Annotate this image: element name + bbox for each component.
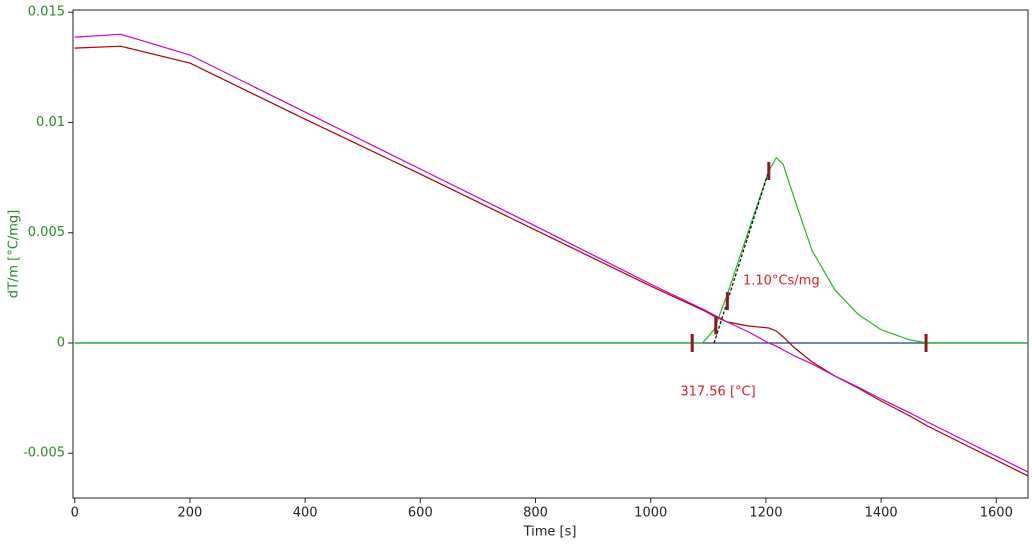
tangent-line [713,170,770,344]
event-marker [725,292,729,311]
x-tick-label: 800 [523,506,548,521]
y-tick-label: 0.015 [28,5,65,20]
x-tick-label: 1200 [749,506,782,521]
x-tick-label: 1400 [865,506,898,521]
y-axis-label: dT/m [°C/mg] [7,210,22,298]
plot-frame [72,9,1029,499]
y-tick-label: 0.005 [28,225,65,240]
x-tick-label: 1600 [980,506,1013,521]
x-tick-label: 400 [293,506,318,521]
event-marker [767,161,771,180]
annotation: 1.10°Cs/mg [743,274,820,289]
event-marker [690,333,694,352]
annotation: 317.56 [°C] [680,385,755,400]
x-axis-label: Time [s] [523,525,577,540]
series-line [74,33,1029,473]
series-line [74,45,1029,477]
y-tick-label: -0.005 [23,446,65,461]
x-tick-label: 200 [178,506,203,521]
event-marker [714,316,718,335]
y-tick-label: 0.01 [36,115,65,130]
series-line [74,156,1028,344]
x-tick-label: 600 [408,506,433,521]
y-tick-label: 0 [57,335,65,350]
x-tick-label: 1000 [634,506,667,521]
event-marker [924,333,928,352]
x-tick-label: 0 [71,506,79,521]
